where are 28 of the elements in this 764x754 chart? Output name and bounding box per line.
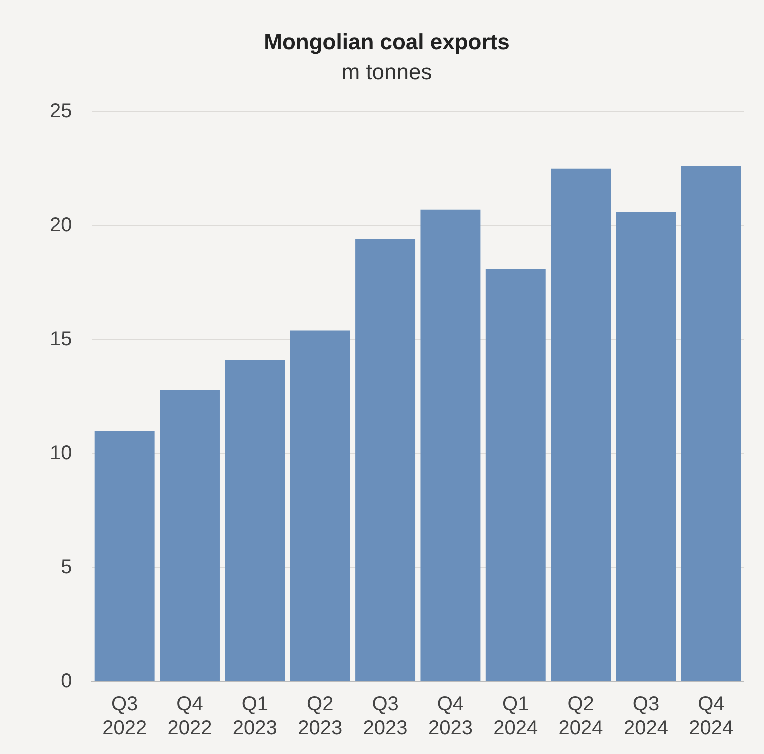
y-tick-label: 0 bbox=[61, 670, 72, 693]
x-tick-label: Q4 2024 bbox=[689, 694, 734, 740]
x-tick-label: Q3 2022 bbox=[102, 694, 148, 740]
y-tick-label: 10 bbox=[50, 442, 72, 464]
y-tick-label: 15 bbox=[50, 328, 72, 350]
x-tick-label: Q2 2023 bbox=[298, 694, 343, 740]
bar bbox=[486, 269, 546, 682]
y-tick-label: 5 bbox=[61, 556, 72, 578]
bar bbox=[356, 240, 416, 682]
chart-subtitle: m tonnes bbox=[342, 60, 432, 85]
chart-title: Mongolian coal exports bbox=[264, 29, 510, 54]
x-tick-label: Q1 2024 bbox=[494, 694, 538, 740]
bar bbox=[551, 168, 612, 682]
x-tick-label: Q4 2023 bbox=[428, 694, 473, 740]
y-tick-label: 25 bbox=[50, 100, 72, 122]
bar bbox=[616, 212, 676, 682]
x-tick-label: Q4 2022 bbox=[168, 694, 212, 740]
bar bbox=[160, 390, 220, 682]
bar bbox=[225, 360, 286, 682]
bar bbox=[420, 210, 481, 682]
bar bbox=[94, 431, 155, 682]
x-tick-label: Q2 2024 bbox=[558, 694, 604, 740]
bar bbox=[681, 166, 742, 682]
x-tick-label: Q3 2023 bbox=[363, 694, 408, 740]
x-tick-label: Q1 2023 bbox=[232, 694, 278, 740]
y-tick-label: 20 bbox=[50, 214, 72, 236]
x-tick-label: Q3 2024 bbox=[624, 694, 668, 740]
bar bbox=[290, 330, 350, 682]
